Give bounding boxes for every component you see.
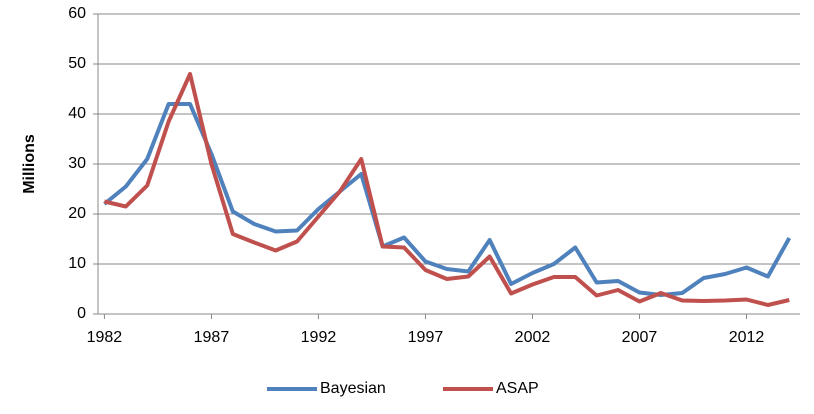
series-line xyxy=(103,102,792,297)
x-tick-label: 1992 xyxy=(301,329,337,346)
y-tick-label: 20 xyxy=(68,205,86,222)
x-tick-label: 2012 xyxy=(729,329,765,346)
y-tick-label: 10 xyxy=(68,255,86,272)
series-line xyxy=(103,72,790,307)
y-tick-label: 0 xyxy=(77,305,86,322)
y-axis-title: Millions xyxy=(21,134,38,194)
y-tick-label: 50 xyxy=(68,55,86,72)
legend-label: Bayesian xyxy=(320,380,386,397)
x-tick-label: 2007 xyxy=(622,329,658,346)
x-tick-label: 1987 xyxy=(194,329,230,346)
x-tick-label: 1982 xyxy=(87,329,123,346)
x-tick-label: 2002 xyxy=(515,329,551,346)
y-tick-label: 30 xyxy=(68,155,86,172)
y-tick-label: 60 xyxy=(68,5,86,22)
legend-label: ASAP xyxy=(496,380,539,397)
y-tick-label: 40 xyxy=(68,105,86,122)
x-tick-label: 1997 xyxy=(408,329,444,346)
